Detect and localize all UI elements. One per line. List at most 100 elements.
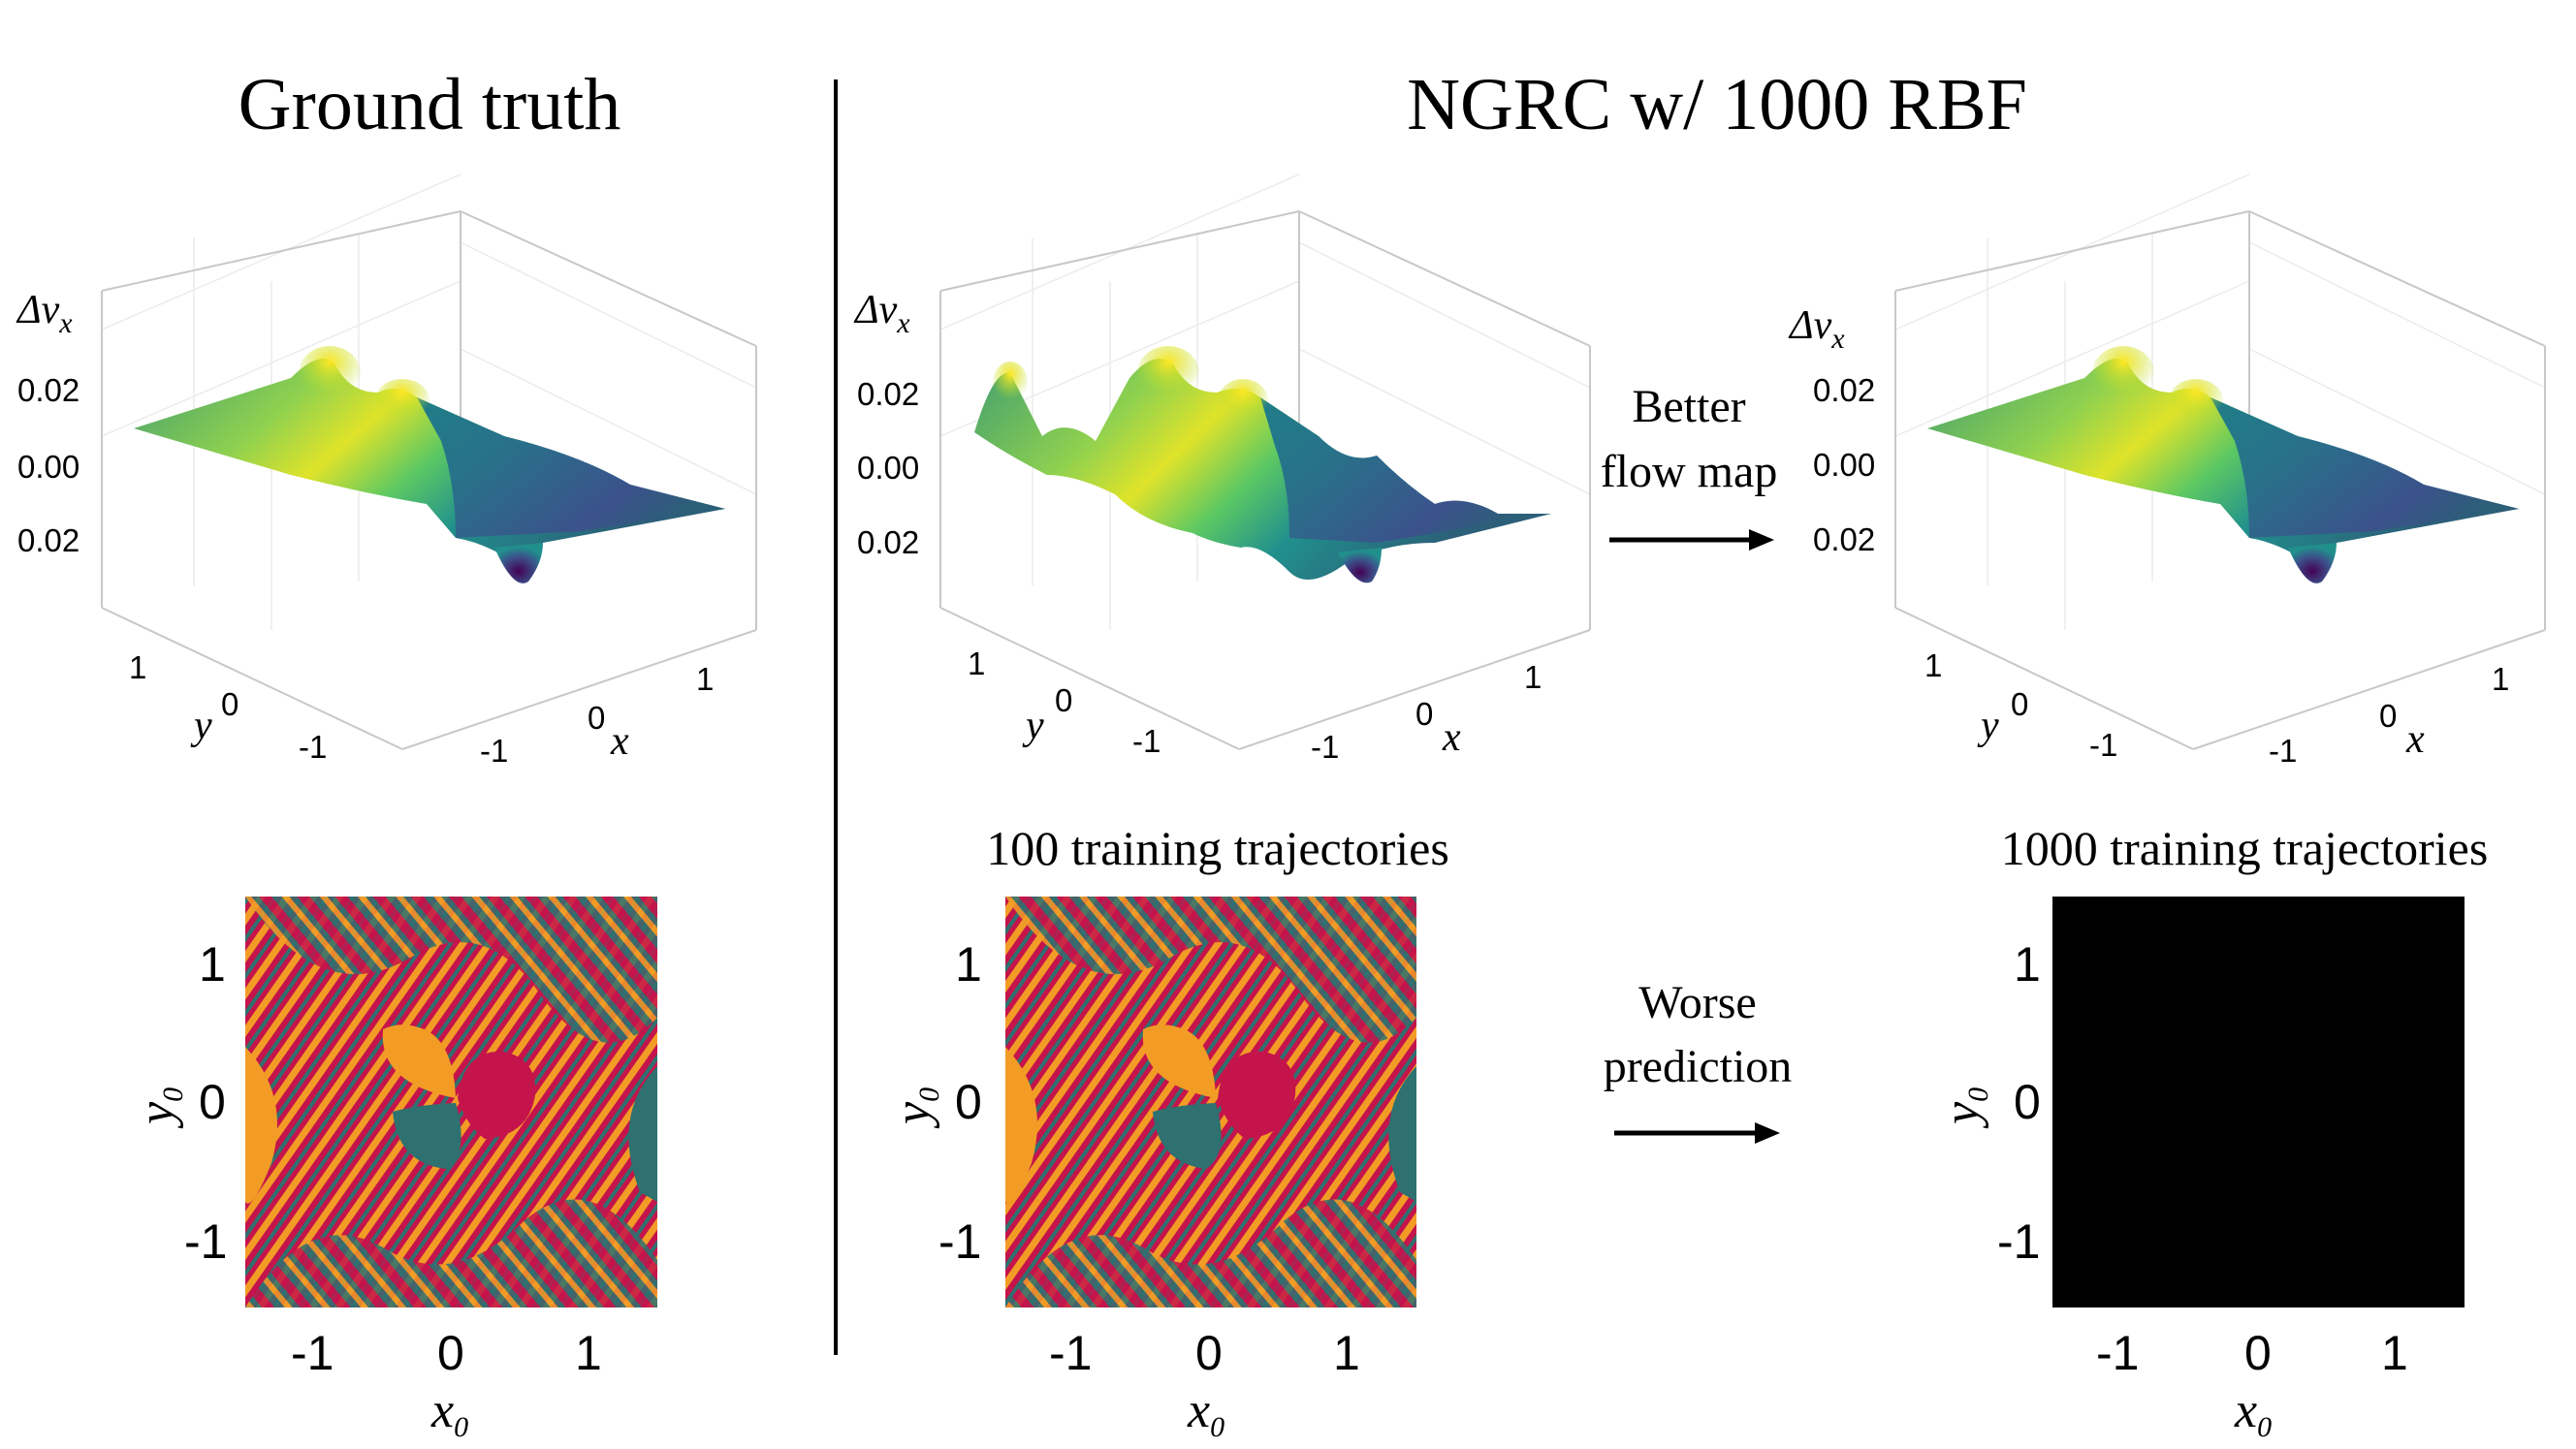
basin-lobe-teal <box>393 1103 461 1169</box>
surface-shadow <box>1260 397 1551 543</box>
x-tick: 0 <box>588 700 605 736</box>
y-tick: -1 <box>1132 723 1161 759</box>
x-tick: -1 <box>2269 733 2297 769</box>
arrow-label-line1: Better <box>1632 381 1745 432</box>
surface-peak-edge <box>993 362 1028 404</box>
x-tick: -1 <box>480 733 508 769</box>
y-axis-label: y0 <box>1934 1087 1994 1129</box>
caption-100-trajectories: 100 training trajectories <box>986 821 1449 875</box>
x-tick: 1 <box>2381 1326 2408 1380</box>
surface-panel-ngrc-100: Δvx 0.02 0.00 0.02 1 0 -1 y -1 0 1 x <box>853 173 1591 765</box>
basin-panel-ngrc-1000: 1 0 -1 -1 0 1 x0 y0 <box>1934 897 2465 1443</box>
z-axis-label: Δvx <box>853 288 910 339</box>
x-tick: 0 <box>2379 698 2397 734</box>
panel-box <box>939 210 1591 750</box>
y-tick: 1 <box>955 937 982 992</box>
arrow-label-line1: Worse <box>1638 977 1756 1028</box>
y-tick: -1 <box>1997 1214 2040 1269</box>
y-axis-label: y <box>1977 704 1999 748</box>
x-tick: 0 <box>1195 1326 1223 1380</box>
z-tick: 0.02 <box>17 522 80 558</box>
surface-peak-1 <box>2092 346 2154 400</box>
arrow-label-line2: flow map <box>1601 446 1778 497</box>
x-axis-label: x0 <box>2234 1383 2272 1443</box>
z-tick: 0.02 <box>17 372 80 408</box>
x-tick: -1 <box>2096 1326 2139 1380</box>
y-tick: -1 <box>184 1214 227 1269</box>
z-tick: 0.02 <box>857 376 919 412</box>
basin-lobe-red <box>458 1051 536 1139</box>
y-tick: 1 <box>199 937 226 992</box>
x-tick: 1 <box>575 1326 602 1380</box>
x-tick: 1 <box>2492 661 2509 697</box>
z-tick: 0.02 <box>1813 521 1875 557</box>
basin-lobe-teal <box>1153 1103 1222 1169</box>
z-axis-label: Δvx <box>1788 303 1845 355</box>
surface-peak-2 <box>1218 379 1268 422</box>
x-tick: 1 <box>696 661 714 697</box>
surface-shadow <box>417 397 725 538</box>
y-tick: -1 <box>2089 727 2117 763</box>
y-tick: 1 <box>1924 647 1942 683</box>
y-axis-label: y <box>190 704 212 748</box>
panel-box <box>1894 210 2546 750</box>
y-tick: 0 <box>1055 682 1072 718</box>
basin-lobe-orange <box>382 1024 456 1098</box>
basin-image-black <box>2052 897 2465 1307</box>
surface-peak-1 <box>299 346 361 400</box>
x-axis-label: x <box>2405 717 2425 762</box>
basin-image <box>245 897 657 1307</box>
x-axis-label: x0 <box>1187 1383 1224 1443</box>
basin-panel-ngrc-100: 1 0 -1 -1 0 1 x0 y0 <box>885 897 1416 1443</box>
basin-lobe-orange <box>1142 1024 1216 1098</box>
surface-panel-ground-truth: Δvx 0.02 0.00 0.02 1 0 -1 y -1 0 1 x <box>16 173 757 769</box>
x-axis-label: x <box>610 719 629 764</box>
surface-dip <box>494 543 543 583</box>
y-tick: 1 <box>129 649 146 685</box>
z-tick: 0.00 <box>857 450 919 486</box>
caption-1000-trajectories: 1000 training trajectories <box>2001 821 2489 875</box>
basin-panel-ground-truth: 1 0 -1 -1 0 1 x0 y0 <box>129 897 657 1443</box>
title-ngrc: NGRC w/ 1000 RBF <box>1407 64 2027 145</box>
title-ground-truth: Ground truth <box>239 64 621 145</box>
x-tick: -1 <box>1311 729 1339 765</box>
surface-peak-2 <box>2169 379 2223 422</box>
panel-grid <box>939 173 1591 630</box>
surface-panel-ngrc-1000: Δvx 0.02 0.00 0.02 1 0 -1 y -1 0 1 x <box>1788 173 2546 769</box>
y-tick: 1 <box>968 646 985 681</box>
arrow-head <box>1749 529 1774 551</box>
y-tick: 0 <box>955 1075 982 1129</box>
y-tick: 0 <box>2014 1075 2041 1129</box>
panel-box <box>101 210 757 750</box>
surface <box>1927 359 2519 565</box>
x-tick: 1 <box>1333 1326 1360 1380</box>
z-tick: 0.02 <box>857 524 919 560</box>
arrow-worse-prediction: Worse prediction <box>1604 977 1793 1144</box>
x-tick: -1 <box>291 1326 334 1380</box>
arrow-better-flow-map: Better flow map <box>1601 381 1778 551</box>
x-tick: 0 <box>2244 1326 2272 1380</box>
basin-lobe-red <box>1218 1051 1296 1139</box>
surface-peak-1 <box>1137 346 1199 400</box>
surface-dip <box>1338 548 1382 583</box>
arrow-head <box>1755 1122 1780 1144</box>
x-tick: -1 <box>1049 1326 1092 1380</box>
y-tick: 0 <box>199 1075 226 1129</box>
x-axis-label: x <box>1442 715 1461 760</box>
z-axis-label: Δvx <box>16 288 73 339</box>
y-tick: 0 <box>2011 686 2028 722</box>
x-tick: 0 <box>437 1326 464 1380</box>
y-tick: 0 <box>221 686 239 722</box>
y-axis-label: y0 <box>129 1087 189 1129</box>
surface <box>134 359 725 565</box>
y-axis-label: y0 <box>885 1087 945 1129</box>
x-axis-label: x0 <box>430 1383 468 1443</box>
z-tick: 0.02 <box>1813 372 1875 408</box>
arrow-label-line2: prediction <box>1604 1041 1793 1092</box>
z-tick: 0.00 <box>17 449 80 485</box>
surface-dip <box>2288 543 2337 583</box>
x-tick: 0 <box>1415 696 1433 732</box>
surface-shadow <box>2210 397 2519 538</box>
x-tick: 1 <box>1524 659 1542 695</box>
